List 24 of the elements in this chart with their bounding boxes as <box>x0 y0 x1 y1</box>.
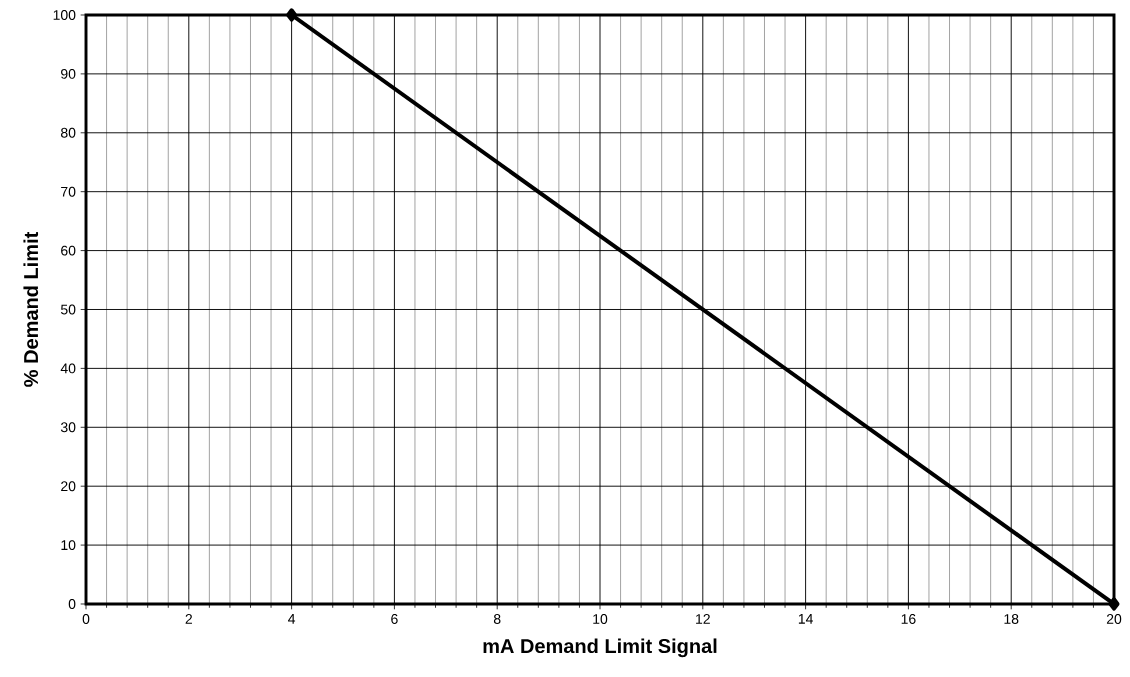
y-axis-title: % Demand Limit <box>23 231 39 387</box>
x-tick-label: 4 <box>288 614 296 624</box>
y-tick-label: 40 <box>60 363 76 374</box>
x-tick-label: 10 <box>593 614 608 624</box>
y-tick-label: 20 <box>61 481 76 492</box>
x-tick-label: 0 <box>82 614 90 624</box>
x-tick-label: 2 <box>185 614 192 624</box>
y-tick-label: 90 <box>61 68 76 79</box>
y-tick-label: 70 <box>61 186 76 197</box>
x-tick-label: 8 <box>493 614 501 624</box>
x-tick-label: 12 <box>696 614 710 624</box>
x-tick-label: 18 <box>1004 614 1019 624</box>
y-tick-label: 30 <box>60 422 76 433</box>
x-tick-label: 6 <box>391 614 398 624</box>
x-tick-label: 20 <box>1106 614 1122 624</box>
y-tick-label: 100 <box>53 10 76 20</box>
y-tick-label: 0 <box>68 599 76 609</box>
x-tick-label: 14 <box>798 614 813 624</box>
y-tick-label: 60 <box>61 245 76 256</box>
x-axis-title: mA Demand Limit Signal <box>483 638 717 658</box>
y-tick-label: 10 <box>61 540 76 551</box>
y-tick-label: 50 <box>60 304 76 315</box>
x-tick-label: 16 <box>901 614 916 624</box>
y-tick-label: 80 <box>61 127 76 138</box>
